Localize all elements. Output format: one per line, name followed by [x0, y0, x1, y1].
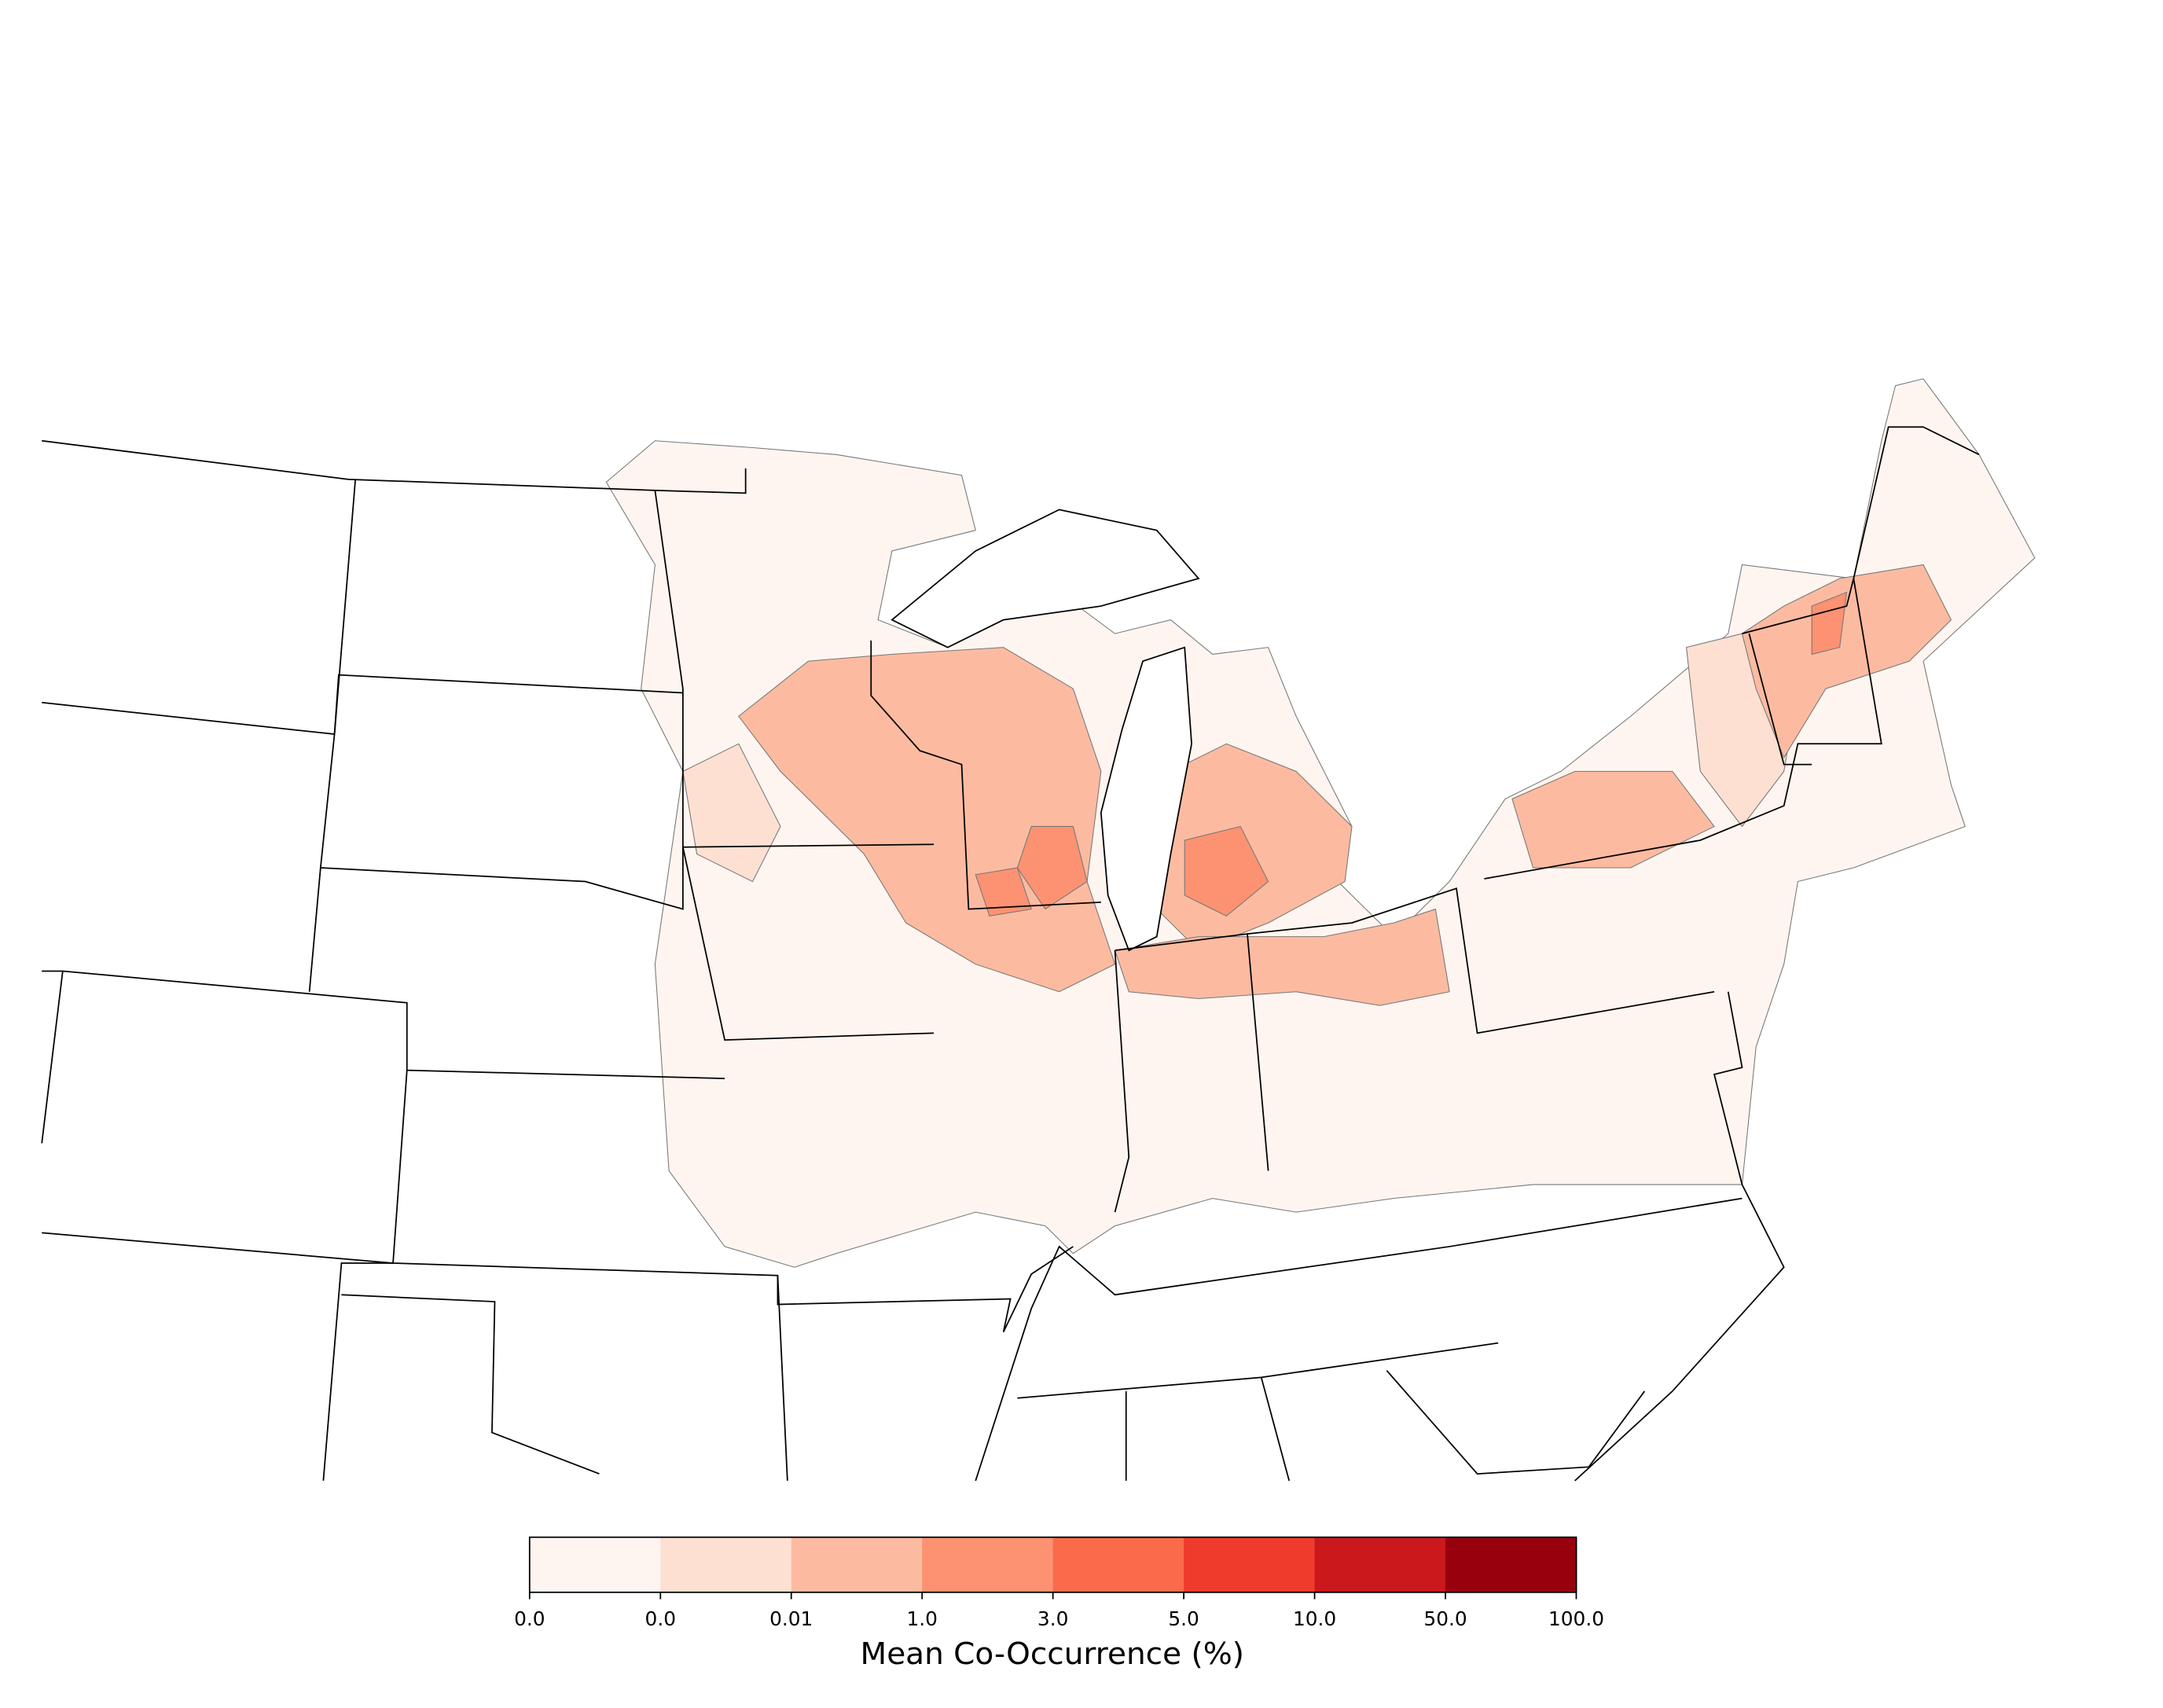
colorbar-bin	[529, 1537, 662, 1592]
colorbar-bin	[1314, 1537, 1446, 1592]
state-border	[1386, 1370, 1646, 1475]
region	[1184, 825, 1269, 916]
state-border	[975, 1197, 1743, 1482]
state-border	[1114, 950, 1130, 1213]
state-border	[320, 843, 935, 910]
state-border	[341, 1294, 600, 1475]
region	[1741, 564, 1952, 759]
state-border	[1748, 633, 1812, 766]
colorbar-tick-label: 5.0	[1168, 1607, 1199, 1630]
colorbar-bin	[922, 1537, 1054, 1592]
state-border	[1574, 991, 1785, 1482]
state-border	[870, 640, 1101, 910]
state-border	[42, 970, 725, 1080]
colorbar-bin	[1052, 1537, 1184, 1592]
region	[1016, 825, 1088, 910]
state-border	[1484, 578, 1882, 880]
state-border	[41, 971, 64, 1144]
state-border	[322, 1070, 408, 1481]
colorbar-tick-label: 0.0	[645, 1607, 676, 1630]
state-border	[654, 490, 935, 1041]
lake-superior	[891, 509, 1200, 648]
lake-michigan	[1100, 646, 1192, 952]
state-borders	[41, 426, 1980, 1482]
colorbar-bin	[1445, 1537, 1577, 1592]
colorbar-tick-label: 3.0	[1037, 1607, 1068, 1630]
colorbar-bin	[660, 1537, 792, 1592]
colorbar-tick-label: 100.0	[1548, 1607, 1604, 1630]
colorbar-tick-label: 0.01	[769, 1607, 813, 1630]
colorbar-tick-label: 10.0	[1293, 1607, 1336, 1630]
state-border	[777, 1275, 788, 1481]
colorbar-label: Mean Co-Occurrence (%)	[861, 1636, 1244, 1672]
region	[1114, 908, 1450, 1006]
colorbar-tick-label: 0.0	[514, 1607, 545, 1630]
region	[1511, 770, 1715, 869]
state-border	[1742, 426, 1980, 634]
state-border	[1260, 1377, 1291, 1482]
colorbar-tick-label: 1.0	[906, 1607, 937, 1630]
state-border	[1115, 933, 1269, 1171]
state-border	[42, 674, 683, 736]
colorbar-bin	[791, 1537, 924, 1592]
state-border	[42, 1232, 1074, 1332]
colorbar-bin	[1184, 1537, 1316, 1592]
state-border	[1247, 887, 1715, 1034]
state-border	[308, 479, 357, 992]
region	[975, 867, 1032, 916]
watershed-regions	[605, 378, 2036, 1268]
state-border	[1017, 1342, 1499, 1399]
colorbar: Mean Co-Occurrence (%) 0.0 0.0 0.01 1.0 3.0 5…	[514, 1536, 1604, 1672]
colorbar-tick-label: 50.0	[1423, 1607, 1467, 1630]
